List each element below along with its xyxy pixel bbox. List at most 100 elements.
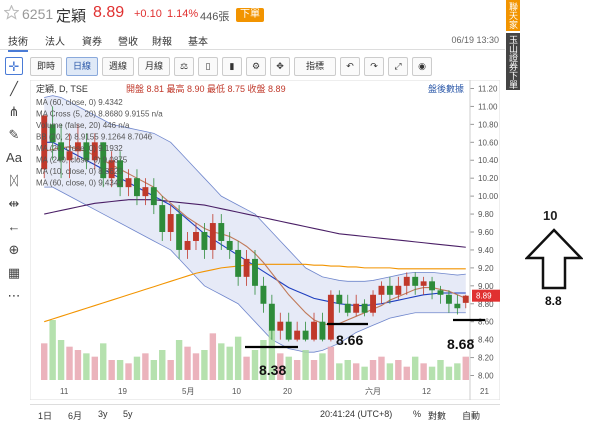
candle-body [429,281,436,291]
price-change-pct: 1.14% [167,8,199,20]
volume-bar [437,360,444,380]
annotation-base: 8.8 [545,294,562,308]
pattern-icon[interactable]: ᛞ [10,173,18,188]
volume-bar [302,350,309,380]
volume-bar [403,366,410,380]
volume-bar [344,360,351,380]
interval-daily[interactable]: 日線 [66,57,98,76]
y-tick-label: 9.60 [478,228,494,237]
x-tick-label: 12 [422,387,431,396]
more-icon[interactable]: ⋯ [7,288,21,303]
volume-bar [260,340,267,380]
clock: 20:41:24 (UTC+8) [320,409,393,419]
ma-line-ma60 [44,199,466,248]
auto-toggle[interactable]: 自動 [462,411,481,421]
volume-bar [226,346,233,380]
candles-icon[interactable]: ▯ [198,57,218,76]
annotation-target: 10 [543,208,558,223]
candle-body [117,160,124,188]
candle-body [167,214,174,232]
interval-monthly[interactable]: 月線 [138,57,170,76]
crosshair-icon[interactable]: ✛ [5,57,23,75]
tab-basic[interactable]: 基本 [188,37,208,48]
volume-bar [142,353,149,380]
tab-financials[interactable]: 財報 [152,37,172,48]
annotation-low-2: 8.66 [336,332,364,348]
arrow-left-icon[interactable]: ← [7,219,21,234]
annotation-low-1: 8.38 [259,362,287,378]
fullscreen-icon[interactable]: ⤢ [388,57,408,76]
stock-code: 6251 [22,6,54,22]
tab-bar: 技術 法人 資券 營收 財報 基本 06/19 13:30 [0,30,505,52]
interval-weekly[interactable]: 週線 [102,57,134,76]
text-icon[interactable]: Aa [6,150,22,165]
volume-bar [361,366,368,380]
brush-icon[interactable]: ✎ [8,127,20,142]
side-ad-top[interactable]: 聯天家 [506,0,520,31]
candle-body [285,321,292,340]
candle-body [193,232,199,241]
tab-margin[interactable]: 資券 [82,37,102,48]
scale-icon[interactable]: ⚖ [174,57,194,76]
price-chart[interactable]: 11.20 11.00 10.80 10.60 10.40 10.20 10.00 9.80 9… [30,80,500,400]
redo-icon[interactable]: ↷ [364,57,384,76]
candle-body [91,142,98,161]
interval-realtime[interactable]: 即時 [30,57,62,76]
volume-bar [319,353,326,380]
volume-bar [159,350,166,380]
measure-icon[interactable]: ⇹ [8,196,20,211]
legend-line: MA (10, close, 0) 8.8620 [36,167,123,176]
candle-body [311,321,317,340]
undo-icon[interactable]: ↶ [340,57,360,76]
y-tick-label: 10.80 [478,120,499,129]
volume-bar [445,366,453,380]
y-tick-label: 9.80 [478,210,494,219]
up-arrow-icon [525,228,583,290]
candle-body [412,276,419,286]
x-tick-label: 5月 [182,387,194,396]
range-1d[interactable]: 1日 [38,411,53,421]
star-icon[interactable] [4,5,19,20]
volume-bar [352,363,360,380]
candle-body [336,294,343,304]
bar-icon[interactable]: ▮ [222,57,242,76]
tab-revenue[interactable]: 營收 [118,37,138,48]
range-3y[interactable]: 3y [98,409,108,419]
fib-icon[interactable]: ⋔ [8,104,20,119]
side-ad-bottom[interactable]: 玉山證券下單 [506,33,520,90]
candle-body [150,187,157,206]
volume-bar [420,363,427,380]
line-tool-icon[interactable]: ╱ [10,81,18,96]
volume-bar [310,360,318,380]
candle-body [243,258,250,277]
tab-institutional[interactable]: 法人 [45,37,65,48]
volume-bar [218,343,225,380]
candle-body [268,303,275,331]
gear-icon[interactable]: ⚙ [246,57,266,76]
zoom-icon[interactable]: ⊕ [8,242,20,257]
percent-toggle[interactable]: % [413,409,422,419]
volume-bar [175,340,183,380]
tab-technical[interactable]: 技術 [8,33,28,52]
candle-body [142,187,149,197]
camera-icon[interactable]: ◉ [412,57,432,76]
y-tick-label: 8.20 [478,354,494,363]
range-5y[interactable]: 5y [123,409,133,419]
volume-bar [192,353,200,380]
y-tick-label: 9.40 [478,246,494,255]
range-6m[interactable]: 6月 [68,411,83,421]
volume-bar [411,356,419,380]
ruler-icon[interactable]: ▦ [7,265,21,280]
volume-bar [378,356,385,380]
indicators-button[interactable]: 指標 [294,57,336,76]
log-toggle[interactable]: 對數 [428,411,447,421]
candle-body [58,142,65,161]
volume-bar [285,356,292,380]
order-button[interactable]: 下單 [236,8,264,22]
candle-body [454,303,461,309]
candle-body [378,285,385,295]
legend-line: MA (240, close, 0) 9.0875 [36,156,128,165]
volume-bar [454,363,461,380]
compare-icon[interactable]: ✥ [270,57,290,76]
